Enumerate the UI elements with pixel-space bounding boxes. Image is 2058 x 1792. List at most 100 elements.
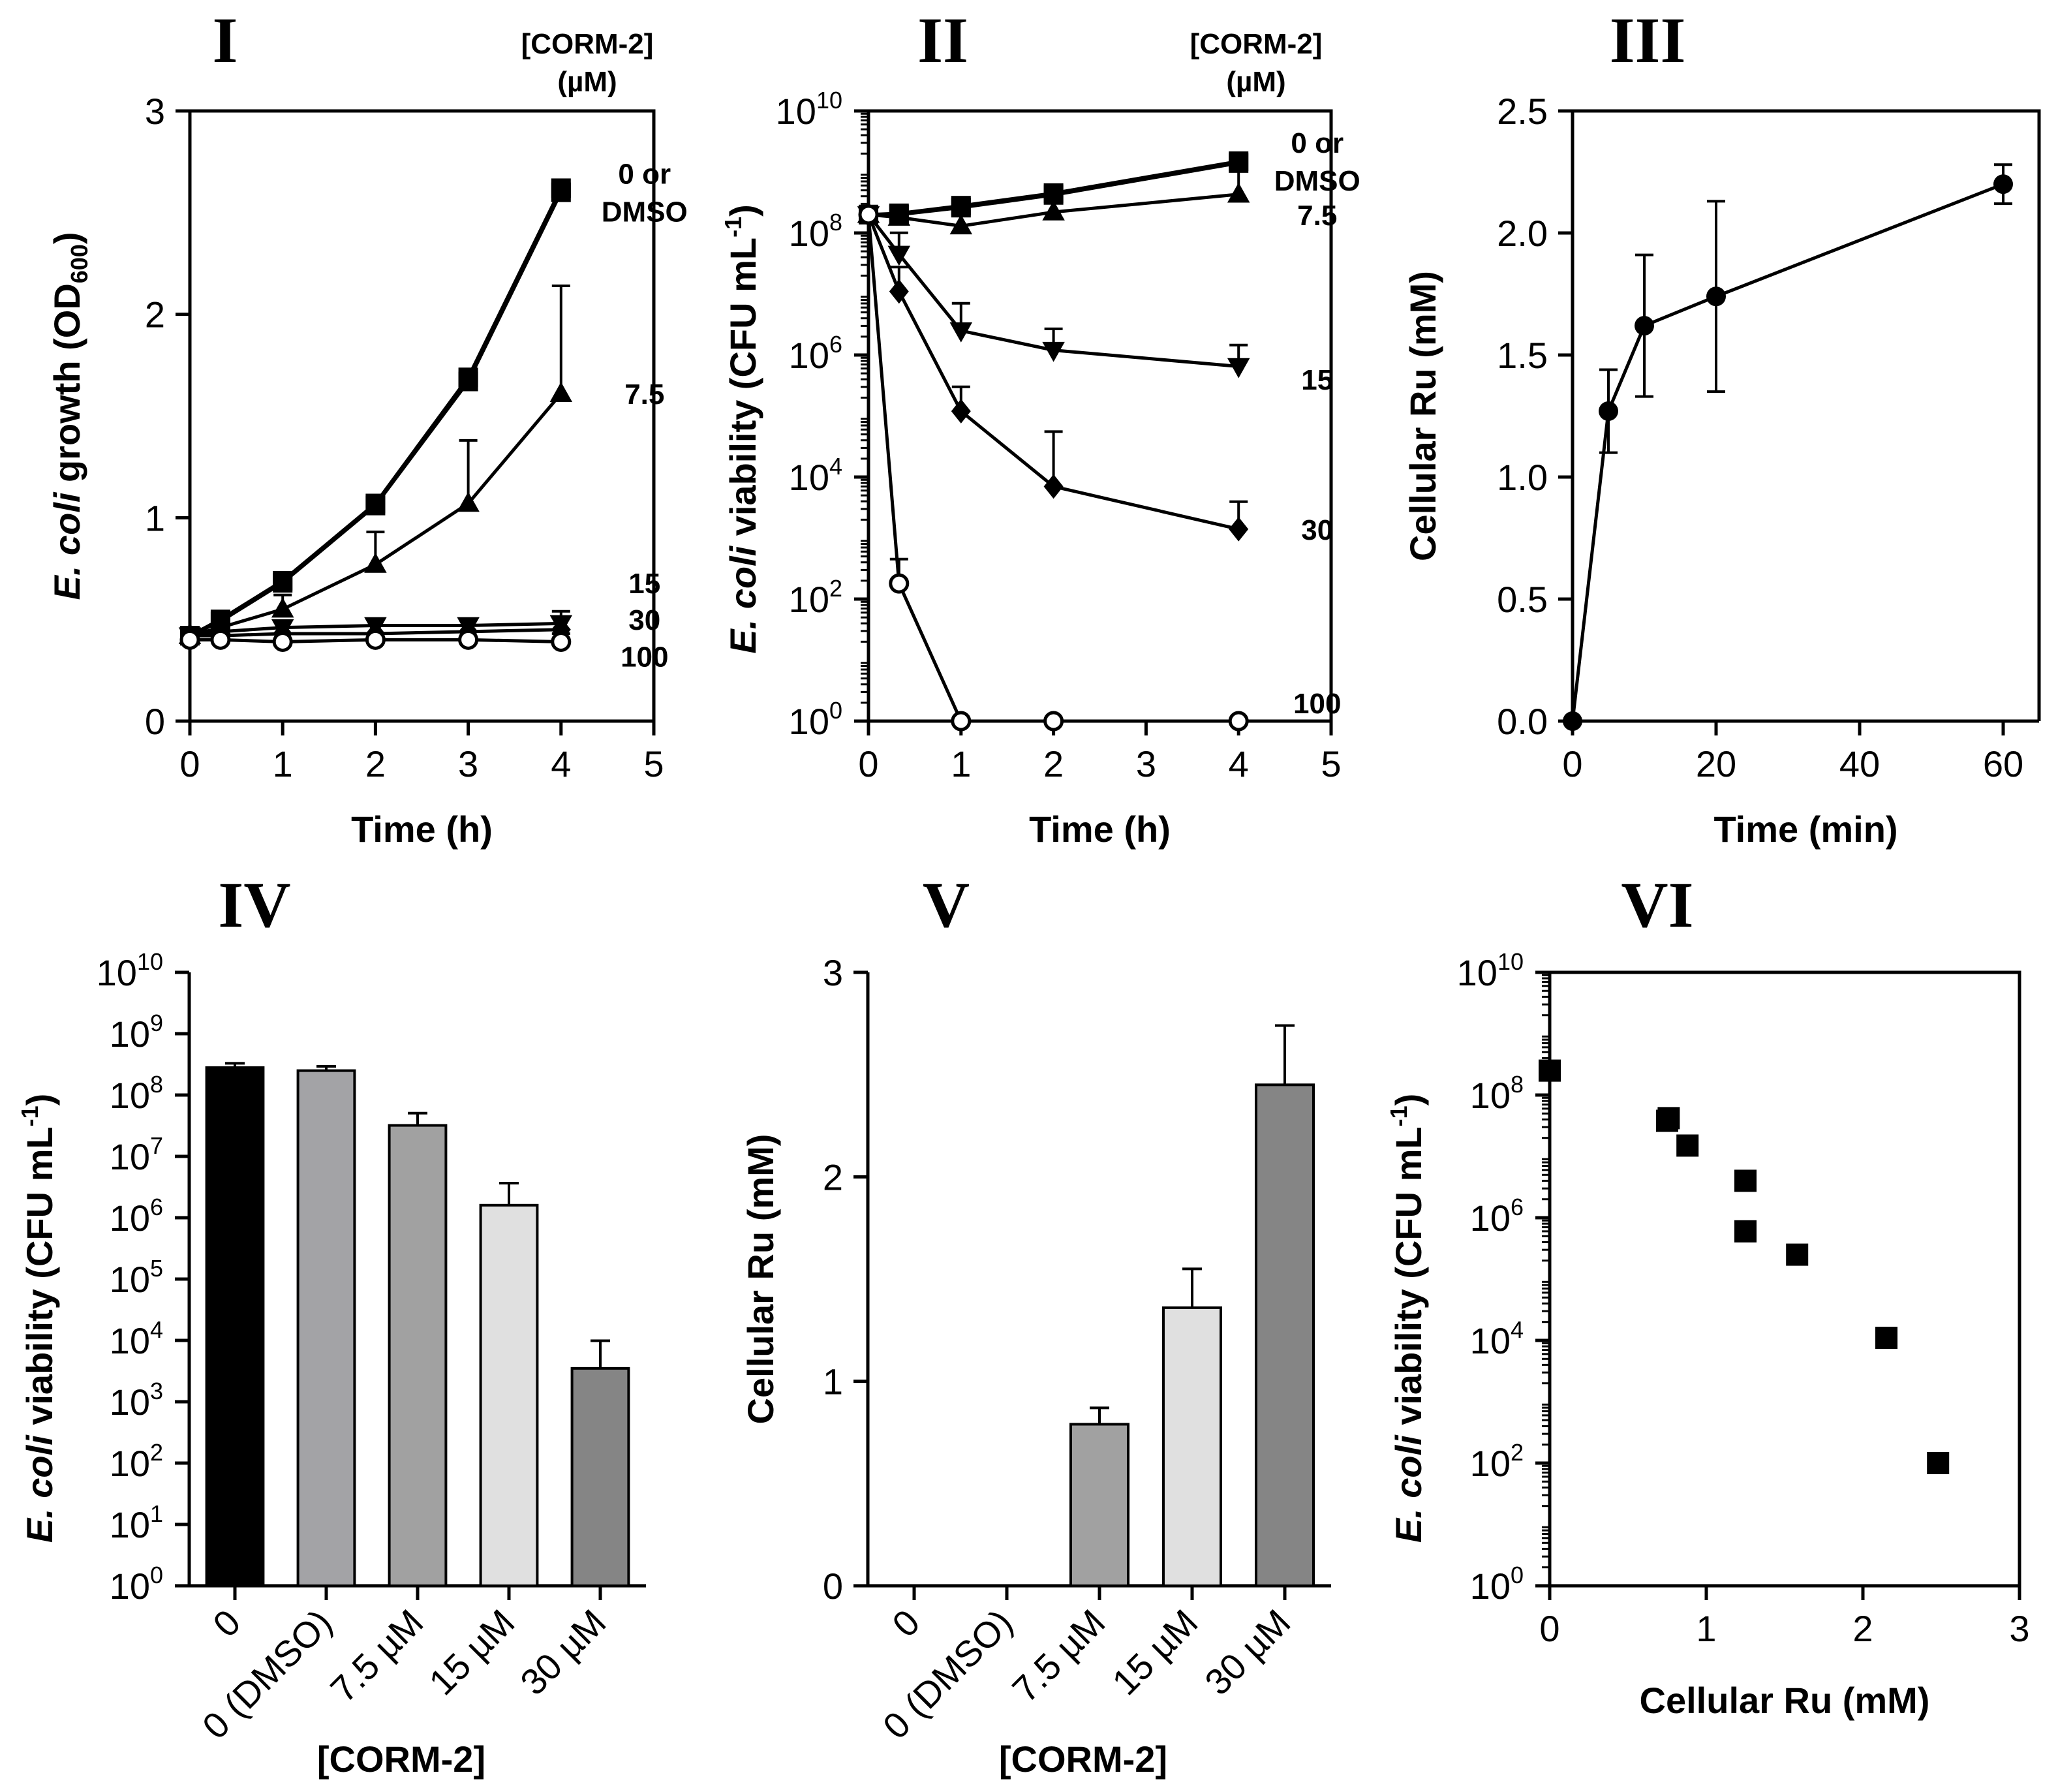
y-axis-title-part: E. coli [19, 1434, 60, 1543]
y-tick-label: 108 [1470, 1071, 1524, 1116]
bar [205, 1066, 265, 1587]
y-tick-base: 10 [789, 457, 829, 498]
x-tick-label: 30 µM [1197, 1601, 1298, 1703]
data-point [179, 629, 200, 650]
x-tick-label: 7.5 µM [322, 1601, 431, 1710]
x-tick-label: 5 [643, 743, 664, 784]
y-tick-label: 1.5 [1497, 335, 1548, 376]
bar [1161, 1306, 1223, 1588]
bar [296, 1069, 356, 1587]
y-tick-label: 0 [823, 1566, 843, 1607]
x-axis-title: Cellular Ru (mM) [1640, 1680, 1930, 1721]
data-point [1042, 341, 1065, 362]
data-point [951, 711, 972, 732]
x-tick-label: 40 [1839, 743, 1880, 784]
x-tick-label: 0 [179, 743, 200, 784]
data-point [551, 178, 571, 198]
x-tick-label: 1 [273, 743, 293, 784]
legend-title: [CORM-2] [1190, 28, 1323, 60]
x-tick-label: 60 [1983, 743, 2023, 784]
y-tick-label: 100 [110, 1562, 163, 1607]
y-tick-label: 0 [145, 701, 165, 742]
x-axis-title: [CORM-2] [317, 1738, 485, 1780]
data-point [273, 570, 293, 591]
y-tick-base: 10 [110, 1566, 150, 1607]
y-tick-label: 102 [789, 575, 842, 620]
legend-title: (µM) [557, 66, 617, 98]
y-tick-base: 10 [110, 1259, 150, 1300]
y-tick-label: 104 [1470, 1316, 1524, 1361]
y-tick-label: 101 [110, 1500, 163, 1545]
y-tick-label: 2.0 [1497, 213, 1548, 254]
x-tick-label: 0 [1539, 1608, 1559, 1649]
data-point [887, 206, 911, 226]
data-point [458, 367, 478, 388]
y-tick-label: 104 [789, 453, 842, 498]
data-point [1043, 474, 1064, 499]
y-tick-base: 10 [1470, 1075, 1511, 1116]
y-axis-title-part: ) [722, 204, 763, 217]
y-tick-base: 10 [110, 1443, 150, 1484]
series-15 [857, 206, 1250, 378]
series-label: 0 or [618, 159, 671, 191]
y-tick-exponent: 8 [829, 209, 842, 236]
y-axis-title: E. coli viability (CFU mL-1) [720, 204, 763, 654]
x-tick-label: 1 [1696, 1608, 1716, 1649]
y-tick-label: 1 [823, 1361, 843, 1402]
y-tick-label: 2 [823, 1156, 843, 1197]
data-point [951, 399, 971, 424]
y-tick-label: 1010 [776, 87, 842, 132]
series-0 [180, 181, 571, 646]
series-label: 30 [1301, 514, 1333, 546]
x-tick-label: 1 [951, 743, 971, 784]
data-point [272, 631, 293, 652]
y-tick-exponent: 10 [137, 948, 163, 975]
y-axis-title: E. coli viability (CFU mL-1) [1385, 1094, 1429, 1543]
y-tick-label: 102 [1470, 1439, 1524, 1484]
y-tick-label: 0.5 [1497, 579, 1548, 620]
y-tick-exponent: 2 [829, 575, 842, 602]
y-axis-title-part: E. coli [46, 491, 87, 600]
x-tick-label: 5 [1321, 743, 1341, 784]
y-tick-base: 10 [1457, 952, 1497, 993]
y-axis-title-part: growth (OD [46, 283, 87, 492]
x-axis-title: Time (h) [351, 809, 493, 850]
y-axis-title-part: viability (CFU mL [722, 238, 763, 546]
panel-label: III [1610, 4, 1686, 76]
legend-title: (µM) [1226, 66, 1285, 98]
series-dmso [180, 178, 571, 646]
y-axis-title-part: -1 [16, 1105, 43, 1126]
data-point [549, 382, 573, 402]
y-axis-title-part: E. coli [722, 545, 763, 653]
data-point [1563, 711, 1582, 731]
x-tick-label: 4 [551, 743, 571, 784]
x-tick-label: 2 [1852, 1608, 1873, 1649]
y-tick-base: 10 [789, 335, 829, 376]
y-tick-label: 107 [110, 1132, 163, 1177]
y-tick-exponent: 0 [150, 1562, 163, 1588]
data-point [551, 631, 572, 652]
data-point [1228, 711, 1249, 732]
y-tick-base: 10 [776, 91, 816, 132]
series-label: 100 [621, 641, 668, 673]
data-point [889, 279, 909, 304]
x-axis-title: Time (h) [1029, 809, 1171, 850]
y-tick-label: 100 [789, 697, 842, 742]
bar [1254, 1083, 1315, 1588]
y-tick-label: 106 [789, 331, 842, 376]
x-tick-label: 0 [1562, 743, 1582, 784]
y-tick-exponent: 6 [1511, 1194, 1524, 1220]
series-100 [179, 629, 572, 652]
data-point [1786, 1243, 1809, 1266]
data-point [1042, 200, 1065, 221]
y-tick-exponent: 2 [150, 1439, 163, 1466]
y-tick-label: 109 [110, 1010, 163, 1055]
series-label: 15 [628, 568, 660, 600]
data-point [364, 553, 387, 573]
panel-label: V [923, 869, 970, 941]
y-tick-label: 104 [110, 1316, 163, 1361]
data-point [1227, 182, 1250, 203]
